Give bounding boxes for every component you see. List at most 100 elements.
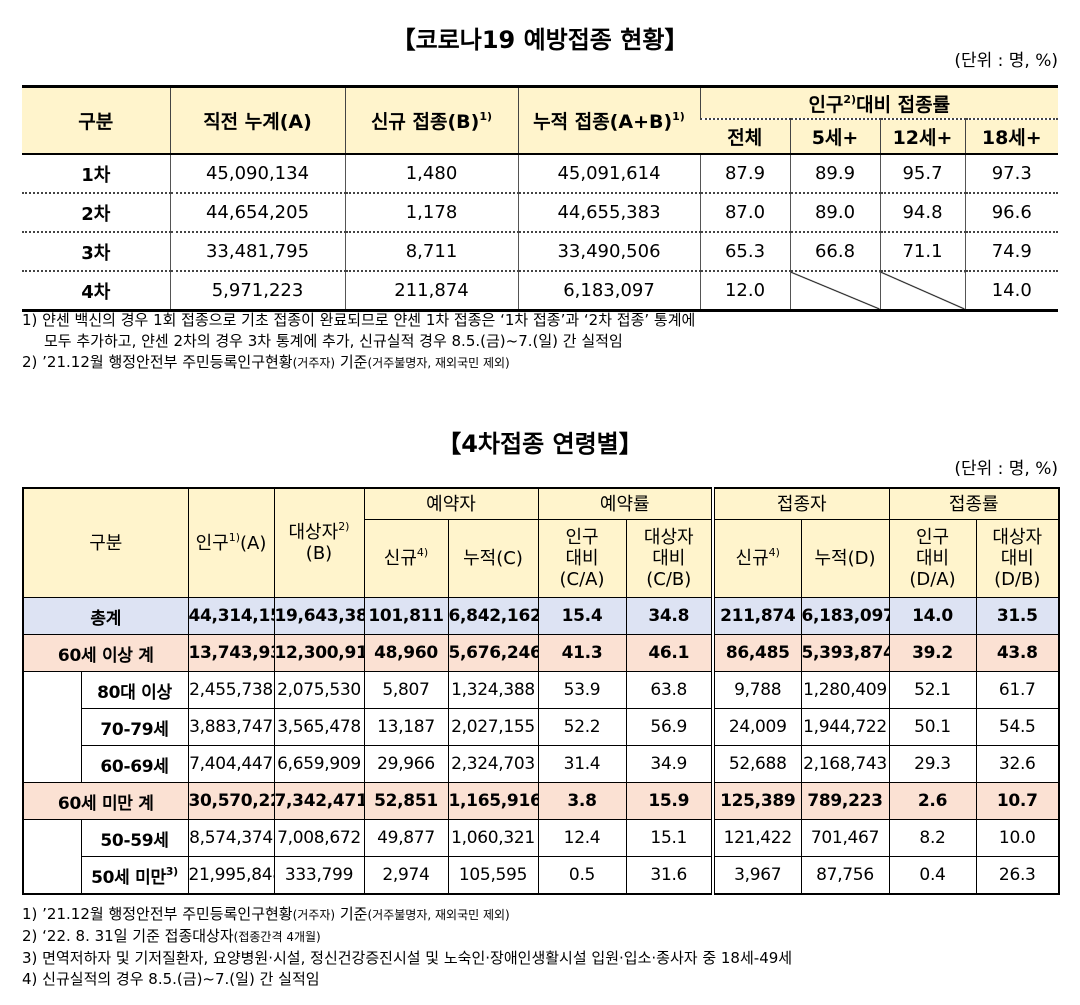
data-cell: 211,874 bbox=[344, 271, 518, 311]
header-row: 신규4) 누적(C) 인구 대비 (C/A) 대상자 대비 (C/B) 신규4) 누적(D) 인구 대… bbox=[23, 519, 1060, 598]
data-cell: 44,314,154 bbox=[187, 597, 275, 635]
data-row: 60세 미만 계30,570,2227,342,47152,8511,165,9… bbox=[22, 782, 1060, 820]
data-cell: 14.0 bbox=[964, 271, 1059, 311]
header-row: 구분 직전 누계(A) 신규 접종(B)1) 누적 접종(A+B)1) 인구2)대비 접… bbox=[22, 86, 1059, 154]
header-text: 인구 bbox=[808, 93, 844, 116]
note-text: (거주자) bbox=[292, 356, 336, 370]
data-cell: 74.9 bbox=[964, 232, 1059, 272]
header-cell: 구분 bbox=[22, 487, 189, 598]
data-cell: 89.0 bbox=[789, 193, 880, 233]
data-cell: 53.9 bbox=[537, 671, 627, 709]
row-label-text: 70-79세 bbox=[100, 719, 169, 740]
data-cell: 1,480 bbox=[344, 154, 518, 194]
data-row: 60-69세 7,404,447 6,659,909 29,966 2,324,703 3… bbox=[23, 745, 1060, 783]
data-cell: 34.9 bbox=[625, 745, 714, 783]
data-cell: 2,974 bbox=[363, 856, 449, 895]
header-cell: 전체 bbox=[700, 118, 790, 154]
header-group: 예약자 bbox=[363, 487, 539, 520]
header-cell: 대상자 대비 (D/B) bbox=[975, 519, 1060, 598]
data-cell: 63.8 bbox=[625, 671, 714, 709]
header-text: 대상자 bbox=[643, 527, 694, 548]
data-cell: 66.8 bbox=[789, 232, 880, 272]
data-cell: 701,467 bbox=[800, 819, 890, 857]
data-row: 50세 미만3) 21,995,848 333,799 2,974 105,595 0.5… bbox=[23, 856, 1060, 895]
header-cell: 신규4) bbox=[711, 519, 802, 598]
data-cell: 87.9 bbox=[699, 154, 790, 194]
row-label-text: 50-59세 bbox=[100, 830, 169, 851]
data-cell: 13,187 bbox=[363, 708, 449, 746]
header-text: 대비 bbox=[915, 548, 950, 569]
data-cell: 34.8 bbox=[625, 597, 714, 635]
table2-notes: 1) ’21.12월 행정안전부 주민등록인구현황(거주자) 기준(거주불명자,… bbox=[22, 904, 792, 990]
header-text: 신규 bbox=[735, 548, 769, 569]
data-cell: 89.9 bbox=[789, 154, 880, 194]
indent-cell bbox=[22, 819, 82, 895]
data-cell: 52,688 bbox=[711, 745, 802, 783]
row-label-text: 50세 미만 bbox=[91, 867, 166, 888]
data-cell: 43.8 bbox=[975, 634, 1060, 672]
header-cell: 직전 누계(A) bbox=[169, 86, 345, 154]
row-label: 4차 bbox=[81, 281, 111, 303]
data-cell: 31.5 bbox=[975, 597, 1060, 635]
data-row: 60세 이상 계13,743,93212,300,91748,9605,676,… bbox=[22, 634, 1060, 672]
data-cell: 52.1 bbox=[888, 671, 977, 709]
data-cell: 44,654,205 bbox=[169, 193, 345, 233]
data-cell: 121,422 bbox=[711, 819, 802, 857]
header-row: 전체 5세+ 12세+ 18세+ bbox=[22, 118, 1059, 154]
data-cell: 15.9 bbox=[625, 782, 714, 820]
data-cell: 2,168,743 bbox=[800, 745, 890, 783]
data-cell: 6,183,097 bbox=[800, 597, 890, 635]
header-text: 직전 누계(A) bbox=[203, 111, 312, 133]
data-cell: 3,565,478 bbox=[273, 708, 365, 746]
data-row: 1차 45,090,134 1,480 45,091,614 87.9 89.9 95.7 9… bbox=[22, 154, 1059, 194]
header-cell: 대상자2) (B) bbox=[273, 487, 365, 598]
note-text: 3) 면역저하자 및 기저질환자, 요양병원·시설, 정신건강증진시설 및 노숙… bbox=[22, 949, 793, 967]
data-cell: 12.4 bbox=[537, 819, 627, 857]
row-label: 총계 bbox=[22, 597, 189, 635]
footnote-ref: 2) bbox=[843, 92, 857, 106]
data-cell: 7,404,447 bbox=[187, 745, 275, 783]
data-cell: 30,570,222 bbox=[187, 782, 275, 820]
header-cell: 12세+ bbox=[879, 118, 965, 154]
data-row: 3차 33,481,795 8,711 33,490,506 65.3 66.8 71.1 7… bbox=[22, 232, 1059, 272]
data-cell: 1,060,321 bbox=[447, 819, 539, 857]
data-cell: 61.7 bbox=[975, 671, 1060, 709]
data-cell: 125,389 bbox=[711, 782, 802, 820]
header-text: 대비 bbox=[565, 548, 599, 569]
footnote-ref: 4) bbox=[768, 546, 780, 559]
header-group: 인구2)대비 접종률 bbox=[699, 86, 1059, 119]
table1-unit: (단위 : 명, %) bbox=[954, 51, 1058, 71]
note-text: 기준 bbox=[335, 353, 368, 371]
header-text: 신규 접종(B) bbox=[370, 111, 480, 133]
row-label: 50세 미만3) bbox=[80, 856, 189, 895]
data-cell: 71.1 bbox=[879, 232, 965, 272]
data-cell: 3,967 bbox=[711, 856, 802, 895]
header-cell: 누적 접종(A+B)1) bbox=[517, 86, 700, 154]
data-cell: 8.2 bbox=[888, 819, 977, 857]
data-cell: 32.6 bbox=[975, 745, 1060, 783]
note-text: 2) ’21.12월 행정안전부 주민등록인구현황 bbox=[22, 353, 293, 371]
data-row: 총계44,314,15419,643,388101,8116,842,16215… bbox=[22, 597, 1060, 635]
row-label: 3차 bbox=[22, 232, 170, 272]
header-text: (D/B) bbox=[994, 569, 1041, 590]
age-group-table: 구분 인구1)(A) 대상자2) (B) 예약자 예약률 접종자 접종률 신규4) 누적(C) 인구… bbox=[22, 487, 1060, 895]
note-line: 2) ‘22. 8. 31일 기준 접종대상자(접종간격 4개월) bbox=[22, 926, 792, 948]
data-cell: 29.3 bbox=[888, 745, 977, 783]
row-label-text: 60-69세 bbox=[100, 756, 169, 777]
data-cell: 56.9 bbox=[625, 708, 714, 746]
data-cell: 19,643,388 bbox=[273, 597, 365, 635]
data-row: 50-59세 8,574,374 7,008,672 49,877 1,060,321 1… bbox=[22, 819, 1060, 895]
data-cell: 5,676,246 bbox=[447, 634, 539, 672]
data-cell: 2.6 bbox=[888, 782, 977, 820]
footnote-ref: 1) bbox=[672, 110, 685, 123]
data-cell: 33,481,795 bbox=[169, 232, 345, 272]
note-line: 1) 얀센 백신의 경우 1회 접종으로 기초 접종이 완료되므로 얀센 1차 … bbox=[22, 310, 695, 331]
data-cell: 54.5 bbox=[975, 708, 1060, 746]
data-cell: 26.3 bbox=[975, 856, 1060, 895]
data-cell: 15.1 bbox=[625, 819, 714, 857]
data-cell: 14.0 bbox=[888, 597, 977, 635]
footnote-ref: 1) bbox=[228, 530, 241, 544]
header-text: 누적(D) bbox=[814, 548, 876, 569]
row-label: 50-59세 bbox=[80, 819, 189, 857]
